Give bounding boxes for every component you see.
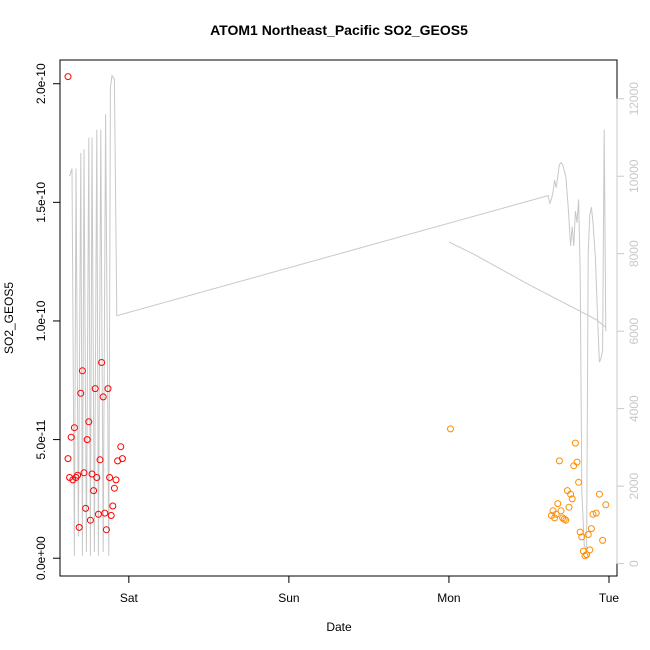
series-1-point	[90, 487, 98, 495]
series-1-point	[80, 469, 88, 477]
plot-frame	[59, 59, 618, 577]
y-axis: 0.0e+00 5.0e-11 1.0e-10 1.5e-10 2.0e-10	[34, 63, 61, 580]
series-2-point	[581, 552, 589, 560]
series-1-point	[98, 359, 106, 366]
series-1-point	[82, 504, 90, 512]
chart-title: ATOM1 Northeast_Pacific SO2_GEOS5	[210, 22, 468, 38]
series-1-point	[70, 424, 78, 432]
series-2-point	[552, 510, 560, 518]
series-2-point	[592, 509, 600, 517]
x-tick-label: Sun	[278, 591, 299, 605]
series-1-point	[77, 389, 85, 397]
series-2-point	[584, 531, 592, 538]
series-1-point	[109, 502, 117, 510]
series-2-point	[595, 490, 603, 498]
y2-tick-label: 2000	[627, 472, 641, 499]
series-2-point	[555, 457, 563, 465]
series-2-point	[571, 439, 579, 447]
series-1-point	[74, 471, 82, 479]
y2-tick-label: 12000	[627, 82, 641, 116]
series-1-point	[93, 474, 101, 481]
y2-tick-label: 6000	[627, 318, 641, 345]
series-2-point	[586, 546, 594, 554]
series-2-point	[589, 510, 597, 518]
series-1-point	[117, 443, 125, 451]
series-2-point	[599, 536, 607, 544]
x-tick-label: Tue	[599, 591, 620, 605]
series-1-point	[78, 367, 86, 375]
series-1-point	[91, 385, 99, 393]
series-2-point	[602, 501, 610, 509]
series-2-point	[563, 487, 571, 495]
y2-tick-label: 8000	[627, 240, 641, 267]
series-1-point	[67, 433, 75, 441]
y-axis-label: SO2_GEOS5	[2, 282, 16, 354]
series-1-point	[112, 476, 120, 484]
series-2-point	[575, 478, 583, 486]
y-tick-label: 1.0e-10	[34, 300, 48, 341]
series-1-point	[118, 455, 126, 463]
series-1-point	[94, 510, 102, 518]
series-2-point	[567, 490, 575, 498]
series-2-point	[557, 507, 565, 515]
series-2-point	[554, 500, 562, 508]
series-1-point	[99, 393, 107, 401]
series-1-point	[85, 418, 93, 426]
series-1-point	[83, 436, 91, 444]
series-1-point	[64, 73, 72, 81]
series-2-point	[578, 533, 586, 541]
series-1-point	[75, 523, 83, 531]
secondary-y-axis: 0 2000 4000 6000 8000 10000 12000	[616, 82, 641, 567]
x-axis-label: Date	[326, 620, 352, 634]
series-1-point	[107, 512, 115, 519]
y2-tick-label: 10000	[627, 159, 641, 193]
series-1-point	[96, 456, 104, 464]
series-2-point	[551, 514, 559, 522]
series-2-point	[583, 551, 591, 559]
series-1-point	[86, 516, 94, 524]
series-2-point	[565, 503, 573, 511]
series-1-point	[64, 455, 72, 463]
series-1-point	[102, 526, 110, 534]
altitude-series	[69, 74, 607, 556]
y-tick-label: 2.0e-10	[34, 63, 48, 104]
series-2-point	[447, 425, 454, 433]
series-2-point	[576, 528, 584, 536]
series-1-point	[101, 509, 109, 517]
x-tick-label: Mon	[437, 591, 460, 605]
series-2-point	[573, 458, 581, 466]
series-1-point	[104, 385, 112, 393]
y2-tick-label: 0	[627, 560, 641, 567]
altitude-line	[69, 74, 607, 556]
series-2-point	[562, 516, 570, 524]
y-tick-label: 0.0e+00	[34, 536, 48, 580]
series-1-point	[88, 470, 96, 478]
y-tick-label: 1.5e-10	[34, 182, 48, 223]
series-2-point	[587, 525, 595, 533]
y-tick-label: 5.0e-11	[34, 419, 48, 459]
series-2-point	[570, 462, 578, 470]
x-tick-label: Sat	[120, 591, 139, 605]
x-axis: Sat Sun Mon Tue	[120, 575, 620, 605]
y2-tick-label: 4000	[627, 395, 641, 422]
data-points	[64, 73, 610, 560]
series-2-point	[560, 515, 568, 523]
series-2-point	[568, 495, 576, 503]
series-1-point	[110, 484, 118, 492]
series-1-point	[106, 474, 114, 481]
